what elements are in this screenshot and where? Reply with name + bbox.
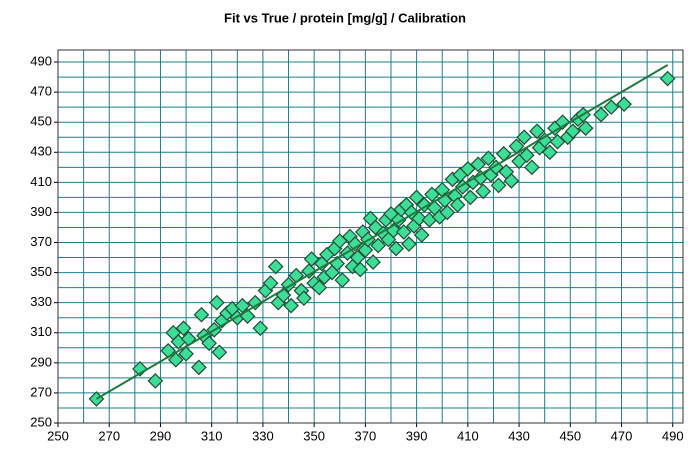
point [252,320,269,337]
point [193,306,210,323]
y-tick-label: 270 [30,384,52,399]
y-tick-label: 390 [30,204,52,219]
point [191,359,207,376]
point [352,261,369,278]
x-tick-label: 270 [98,428,120,443]
point [516,129,533,146]
point [311,279,328,296]
point [439,204,456,221]
y-tick-label: 470 [30,84,52,99]
x-tick-label: 290 [150,428,172,443]
point [524,159,540,176]
point [357,242,374,258]
point [470,156,486,173]
point [480,150,497,167]
x-tick-label: 430 [508,428,530,443]
point [283,297,299,314]
point [554,114,571,131]
point [334,272,351,288]
point [616,96,632,112]
point [301,263,317,279]
point [175,320,192,337]
x-tick-label: 350 [303,428,325,443]
point [370,237,387,254]
point [529,123,545,140]
point [247,294,264,311]
point [565,123,581,140]
point [262,275,279,291]
x-tick-label: 470 [611,428,633,443]
y-tick-label: 310 [30,324,52,339]
point [347,236,363,252]
x-tick-label: 310 [201,428,223,443]
point [541,144,558,161]
point [296,290,312,307]
point [413,227,430,243]
point [211,344,228,361]
y-tick-label: 430 [30,144,52,159]
y-tick-label: 350 [30,264,52,279]
x-tick-label: 370 [355,428,377,443]
point [178,345,194,362]
point [267,258,284,275]
point [503,173,520,189]
x-tick-label: 390 [406,428,428,443]
point [408,189,425,206]
point [147,373,164,389]
point [167,351,184,368]
fit-line [95,64,669,400]
y-tick-label: 450 [30,114,52,129]
point [365,254,381,270]
point [659,70,676,87]
point [449,197,466,213]
point [395,224,412,240]
x-tick-label: 490 [662,428,684,443]
y-tick-label: 410 [30,174,52,189]
x-tick-label: 250 [47,428,69,443]
y-tick-label: 330 [30,294,52,309]
x-tick-label: 450 [559,428,581,443]
x-tick-label: 330 [252,428,274,443]
point [475,183,492,200]
y-tick-label: 250 [30,414,52,429]
point [401,236,417,252]
point [490,177,507,194]
y-tick-label: 290 [30,354,52,369]
y-tick-label: 490 [30,53,52,68]
x-tick-label: 410 [457,428,479,443]
point [603,99,620,116]
point [208,294,225,311]
chart-title: Fit vs True / protein [mg/g] / Calibrati… [224,10,466,25]
point [201,335,217,352]
point [388,240,404,257]
point [536,132,553,149]
point [411,210,428,227]
y-tick-label: 370 [30,234,52,249]
point [462,189,479,206]
point [518,147,535,164]
plot-border [57,49,684,424]
point [593,106,609,123]
point [577,120,594,137]
